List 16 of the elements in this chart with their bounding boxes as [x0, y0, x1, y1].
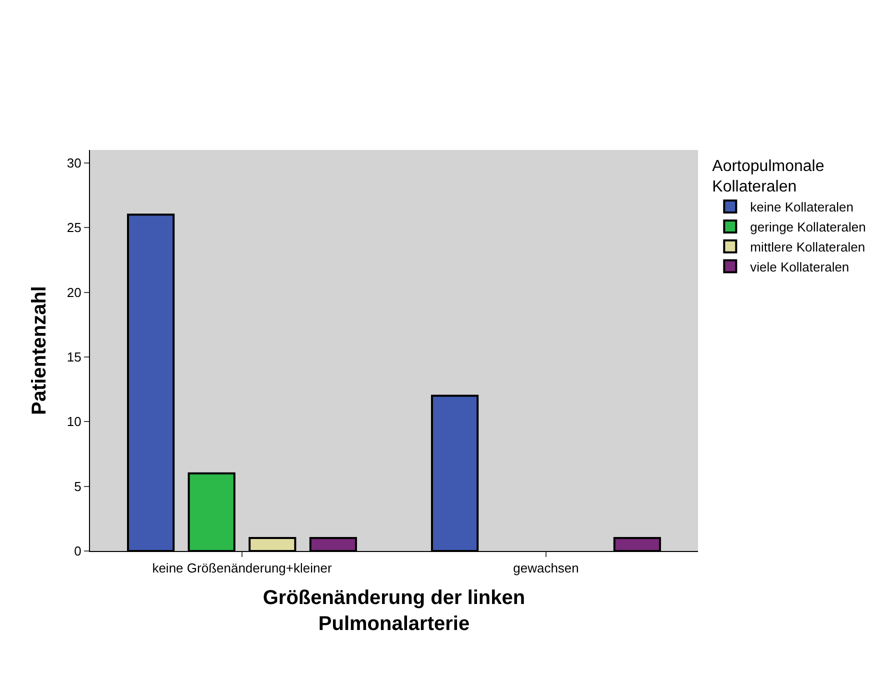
legend-label: mittlere Kollateralen — [750, 239, 866, 254]
y-axis-title: Patientenzahl — [28, 286, 50, 415]
y-tick-label: 20 — [66, 284, 82, 300]
y-tick-label: 15 — [66, 350, 82, 365]
x-tick-label: keine Größenänderung+kleiner — [152, 560, 332, 576]
y-tick-label: 30 — [66, 155, 82, 170]
x-tick-label: gewachsen — [513, 560, 579, 576]
x-axis-title: Größenänderung der linken Pulmonalarterie — [262, 587, 526, 636]
legend-title: Aortopulmonale Kollateralen — [712, 158, 824, 196]
legend-label: viele Kollateralen — [750, 259, 850, 274]
y-tick-label: 5 — [74, 478, 82, 494]
legend-label: geringe Kollateralen — [750, 220, 866, 235]
y-tick-label: 0 — [74, 544, 82, 559]
y-tick-label: 25 — [66, 220, 82, 236]
legend-label: keine Kollateralen — [750, 200, 854, 215]
y-tick-label: 10 — [66, 414, 82, 430]
